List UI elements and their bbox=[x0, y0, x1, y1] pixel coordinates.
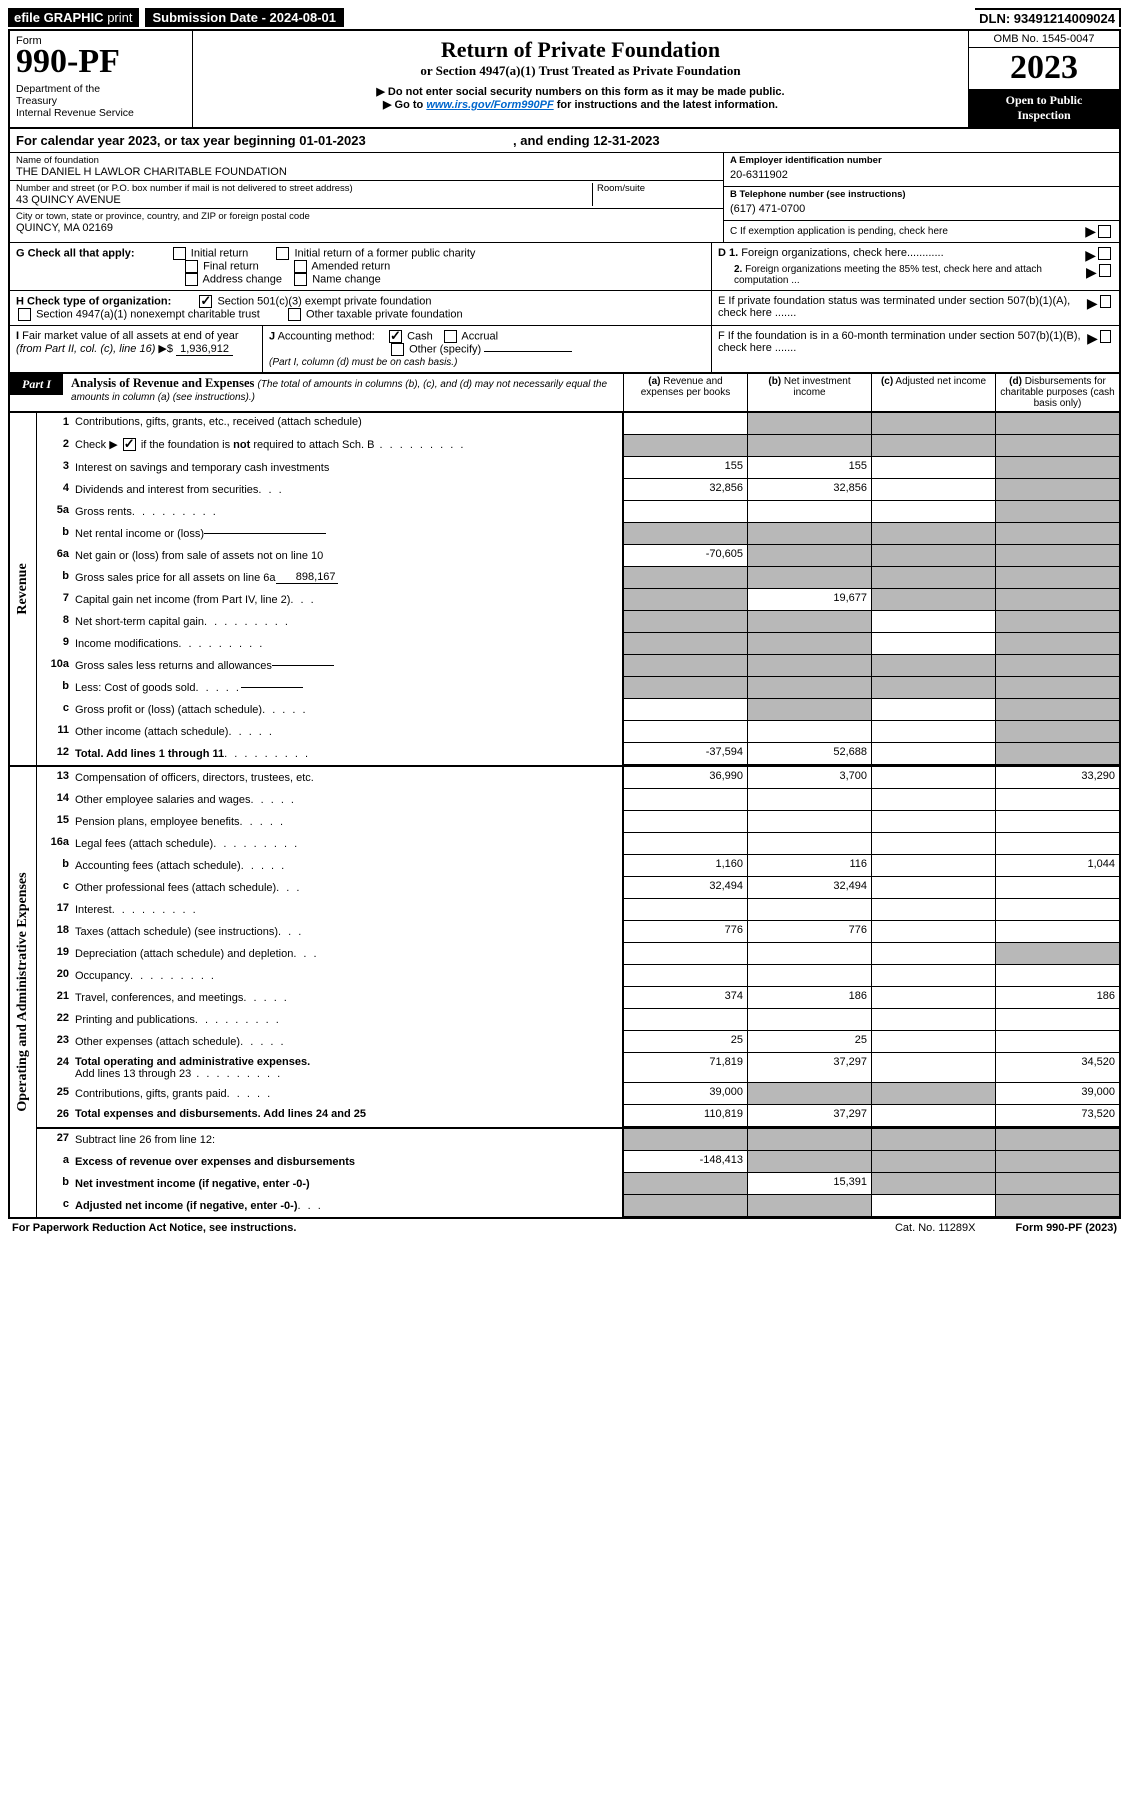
g-final-checkbox[interactable] bbox=[185, 260, 198, 273]
submission-date: Submission Date - 2024-08-01 bbox=[145, 8, 345, 27]
addr-val: 43 QUINCY AVENUE bbox=[16, 194, 592, 206]
calendar-year-row: For calendar year 2023, or tax year begi… bbox=[8, 129, 1121, 153]
room-label: Room/suite bbox=[597, 183, 717, 194]
efile-label[interactable]: efile GRAPHIC print bbox=[8, 8, 139, 27]
revenue-label: Revenue bbox=[15, 563, 31, 614]
fmv-value: 1,936,912 bbox=[176, 343, 233, 356]
title-link: ▶ Go to www.irs.gov/Form990PF for instru… bbox=[203, 98, 958, 111]
h-label: H Check type of organization: bbox=[16, 295, 171, 307]
d1-checkbox[interactable] bbox=[1098, 247, 1111, 260]
open-public: Open to PublicInspection bbox=[969, 89, 1119, 127]
name-label: Name of foundation bbox=[16, 155, 717, 166]
f-checkbox[interactable] bbox=[1100, 330, 1111, 343]
cat-no: Cat. No. 11289X bbox=[895, 1222, 976, 1234]
title-note: ▶ Do not enter social security numbers o… bbox=[203, 85, 958, 98]
entity-info: Name of foundation THE DANIEL H LAWLOR C… bbox=[8, 153, 1121, 243]
schb-checkbox[interactable] bbox=[123, 438, 136, 451]
col-d-header: (d) Disbursements for charitable purpose… bbox=[995, 374, 1119, 411]
irs-link[interactable]: www.irs.gov/Form990PF bbox=[426, 99, 553, 111]
g-label: G Check all that apply: bbox=[16, 247, 135, 259]
part1-label: Part I bbox=[10, 374, 63, 395]
form-ref: Form 990-PF (2023) bbox=[1016, 1222, 1118, 1234]
addr-label: Number and street (or P.O. box number if… bbox=[16, 183, 592, 194]
pending-checkbox[interactable] bbox=[1098, 225, 1111, 238]
h-4947-checkbox[interactable] bbox=[18, 308, 31, 321]
col-a-header: (a) Revenue and expenses per books bbox=[623, 374, 747, 411]
g-amended-checkbox[interactable] bbox=[294, 260, 307, 273]
f-label: F If the foundation is in a 60-month ter… bbox=[718, 330, 1087, 368]
h-501c3-checkbox[interactable] bbox=[199, 295, 212, 308]
j-note: (Part I, column (d) must be on cash basi… bbox=[269, 357, 457, 368]
part1-header: Part I Analysis of Revenue and Expenses … bbox=[8, 374, 1121, 413]
ein-val: 20-6311902 bbox=[730, 166, 1113, 184]
col-b-header: (b) Net investment income bbox=[747, 374, 871, 411]
expenses-section: Operating and Administrative Expenses 13… bbox=[8, 767, 1121, 1219]
expenses-label: Operating and Administrative Expenses bbox=[15, 872, 31, 1111]
department: Department of theTreasuryInternal Revenu… bbox=[16, 83, 186, 119]
section-i-j-f: I Fair market value of all assets at end… bbox=[8, 326, 1121, 374]
arrow-icon: ▶ bbox=[1085, 223, 1096, 240]
section-g-d: G Check all that apply: Initial return I… bbox=[8, 243, 1121, 291]
paperwork-notice: For Paperwork Reduction Act Notice, see … bbox=[12, 1222, 296, 1234]
phone-val: (617) 471-0700 bbox=[730, 200, 1113, 218]
form-number: 990-PF bbox=[16, 45, 186, 79]
topbar: efile GRAPHIC print Submission Date - 20… bbox=[8, 8, 1121, 27]
g-former-checkbox[interactable] bbox=[276, 247, 289, 260]
city-val: QUINCY, MA 02169 bbox=[16, 222, 717, 234]
revenue-section: Revenue 1Contributions, gifts, grants, e… bbox=[8, 413, 1121, 767]
omb: OMB No. 1545-0047 bbox=[969, 31, 1119, 48]
h-other-checkbox[interactable] bbox=[288, 308, 301, 321]
title-main: Return of Private Foundation bbox=[203, 37, 958, 63]
j-cash-checkbox[interactable] bbox=[389, 330, 402, 343]
phone-label: B Telephone number (see instructions) bbox=[730, 189, 1113, 200]
e-checkbox[interactable] bbox=[1100, 295, 1111, 308]
g-initial-checkbox[interactable] bbox=[173, 247, 186, 260]
e-label: E If private foundation status was termi… bbox=[718, 295, 1087, 321]
j-other-checkbox[interactable] bbox=[391, 343, 404, 356]
d2-checkbox[interactable] bbox=[1099, 264, 1111, 277]
title-sub: or Section 4947(a)(1) Trust Treated as P… bbox=[203, 63, 958, 79]
footer: For Paperwork Reduction Act Notice, see … bbox=[8, 1219, 1121, 1237]
col-c-header: (c) Adjusted net income bbox=[871, 374, 995, 411]
dln: DLN: 93491214009024 bbox=[975, 8, 1121, 27]
foundation-name: THE DANIEL H LAWLOR CHARITABLE FOUNDATIO… bbox=[16, 166, 717, 178]
pending-label: C If exemption application is pending, c… bbox=[730, 226, 948, 237]
form-header: Form 990-PF Department of theTreasuryInt… bbox=[8, 29, 1121, 129]
j-accrual-checkbox[interactable] bbox=[444, 330, 457, 343]
ein-label: A Employer identification number bbox=[730, 155, 1113, 166]
g-address-checkbox[interactable] bbox=[185, 273, 198, 286]
g-name-checkbox[interactable] bbox=[294, 273, 307, 286]
city-label: City or town, state or province, country… bbox=[16, 211, 717, 222]
tax-year: 2023 bbox=[969, 48, 1119, 89]
section-h-e: H Check type of organization: Section 50… bbox=[8, 291, 1121, 326]
